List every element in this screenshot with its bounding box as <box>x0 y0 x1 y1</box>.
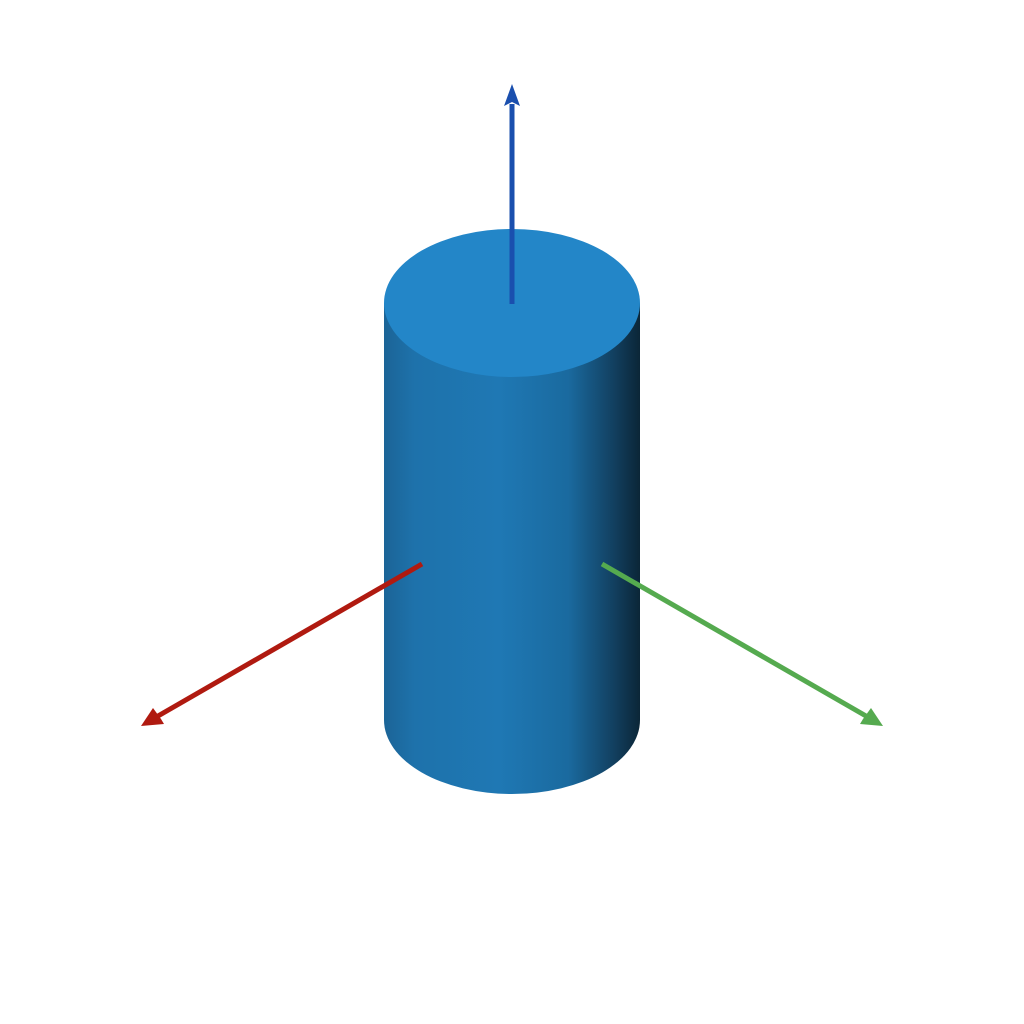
y-axis-arrowhead <box>860 708 883 726</box>
x-axis-line <box>156 561 424 719</box>
y-axis <box>600 561 883 726</box>
x-axis-arrowhead <box>141 708 164 726</box>
x-axis <box>141 561 424 726</box>
cylinder-side <box>384 303 640 794</box>
y-axis-line <box>600 561 868 719</box>
cylinder <box>384 229 640 794</box>
z-axis-arrowhead <box>504 84 520 106</box>
z-axis <box>504 84 520 304</box>
